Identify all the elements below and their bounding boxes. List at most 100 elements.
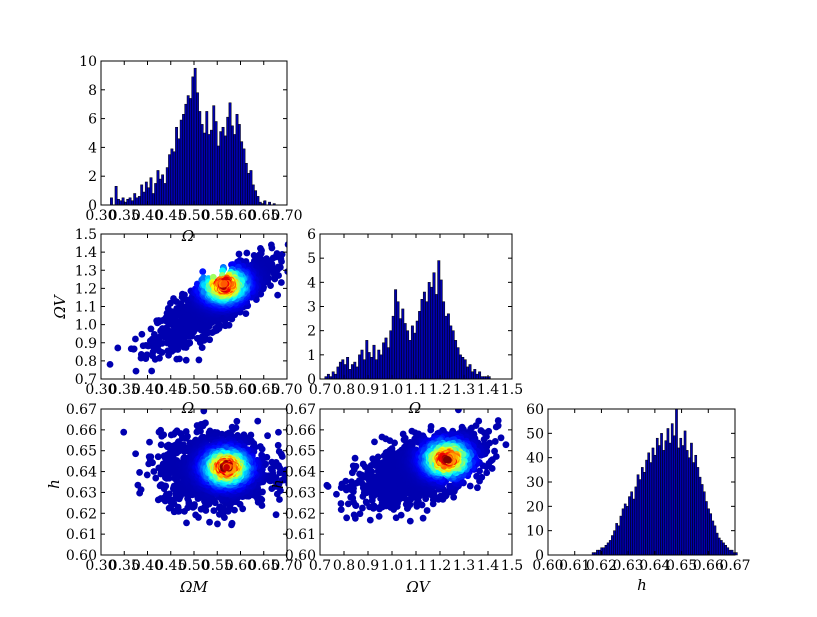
x-tick-label: 0.9 <box>357 558 379 574</box>
y-tick-label: 6 <box>307 227 316 243</box>
histogram-bar <box>670 423 674 556</box>
scatter-point <box>473 472 481 480</box>
histogram-bar <box>184 103 188 206</box>
scatter-point <box>480 435 488 443</box>
h-vs-omega-v-ticks: 0.7 0.8 0.9 1.0 1.1 1.2 1.3 1.4 1.50.600.610.620… <box>285 402 523 574</box>
scatter-point <box>491 447 498 455</box>
scatter-point <box>289 256 296 263</box>
histogram-bar <box>728 549 732 556</box>
h-vs-omega-v-xlabel: ΩV <box>405 578 431 596</box>
histogram-bar <box>207 134 211 206</box>
scatter-point <box>476 467 483 475</box>
scatter-point <box>267 465 275 473</box>
y-tick-label: 0.61 <box>285 527 316 543</box>
histogram-bar <box>362 359 366 380</box>
histogram-bar <box>353 361 357 380</box>
histogram-bar <box>655 437 659 556</box>
histogram-bar <box>350 364 354 380</box>
histogram-bar <box>432 272 436 380</box>
scatter-point <box>294 254 301 261</box>
x-tick-label: 0.55 <box>202 382 233 398</box>
histogram-bar <box>175 126 178 206</box>
y-tick-label: 1.5 <box>75 227 97 243</box>
y-tick-label: 1.2 <box>75 281 97 297</box>
y-tick-label: 5 <box>307 251 316 267</box>
histogram-bar <box>645 459 648 556</box>
histogram-bar <box>228 102 232 206</box>
scatter-point <box>233 417 241 425</box>
x-tick-label: 0.50 <box>178 208 209 224</box>
histogram-bar <box>221 126 225 206</box>
y-tick-label: 0.66 <box>66 423 97 439</box>
scatter-point <box>114 344 122 352</box>
x-tick-label: 0.62 <box>586 558 617 574</box>
histogram-bar <box>237 124 241 206</box>
histogram-bar <box>203 132 206 206</box>
scatter-point <box>269 254 277 262</box>
y-tick-label: 4 <box>307 275 316 291</box>
histogram-bar <box>660 433 663 556</box>
histogram-bar <box>244 162 248 206</box>
histogram-bar <box>372 344 376 380</box>
scatter-point <box>444 455 452 463</box>
scatter-point <box>192 511 200 519</box>
scatter-point <box>181 291 188 299</box>
h-vs-omega-v-points <box>323 409 510 525</box>
y-tick-label: 0.65 <box>66 444 97 460</box>
scatter-point <box>235 250 243 258</box>
scatter-point <box>136 469 143 476</box>
x-tick-label: 0.30 <box>85 558 116 574</box>
scatter-point <box>209 273 217 281</box>
histogram-bar <box>456 347 460 380</box>
y-tick-label: 1.4 <box>75 245 97 261</box>
y-tick-label: 4 <box>88 140 97 156</box>
scatter-point <box>366 516 374 524</box>
scatter-point <box>132 450 140 458</box>
scatter-point <box>132 335 139 343</box>
histogram-bar <box>602 547 606 556</box>
scatter-point <box>278 258 285 265</box>
panel-omega-v-vs-omega-m-scatter: 0.300.350.400.450.500.550.600.650.700.70… <box>51 227 303 417</box>
histogram-bar <box>247 173 251 206</box>
scatter-point <box>206 518 213 526</box>
histogram-bar <box>114 186 118 206</box>
histogram-bar <box>702 491 706 556</box>
scatter-point <box>137 351 145 358</box>
histogram-bar <box>425 301 429 380</box>
y-tick-label: 8 <box>88 83 97 99</box>
histogram-bar <box>653 454 657 556</box>
x-tick-label: 0.30 <box>85 382 116 398</box>
histogram-bar <box>626 506 629 556</box>
scatter-point <box>138 330 146 338</box>
histogram-bar <box>707 508 710 556</box>
histogram-bar <box>355 366 359 380</box>
x-tick-label: 1.3 <box>453 382 475 398</box>
histogram-bar <box>379 354 383 380</box>
scatter-point <box>143 351 151 359</box>
scatter-point <box>106 360 114 368</box>
histogram-bar <box>430 286 434 380</box>
scatter-point <box>223 463 230 471</box>
scatter-point <box>186 339 194 347</box>
scatter-point <box>166 490 173 498</box>
scatter-point <box>149 459 156 467</box>
scatter-point <box>466 482 474 490</box>
y-tick-label: 0 <box>535 548 544 564</box>
x-tick-label: 0.40 <box>132 208 163 224</box>
scatter-point <box>397 511 405 519</box>
x-tick-label: 0.35 <box>109 208 140 224</box>
scatter-point <box>197 427 204 435</box>
histogram-bar <box>338 361 342 380</box>
histogram-bar <box>608 540 612 556</box>
scatter-point <box>223 409 227 410</box>
histogram-bar <box>651 447 655 556</box>
histogram-bar <box>713 525 717 556</box>
scatter-point <box>156 354 163 362</box>
histogram-bar <box>647 452 651 556</box>
histogram-bar <box>473 369 477 380</box>
scatter-point <box>492 423 500 431</box>
histogram-bar <box>205 111 209 206</box>
histogram-bar <box>137 196 141 206</box>
histogram-bar <box>444 315 448 380</box>
histogram-bar <box>326 373 330 380</box>
